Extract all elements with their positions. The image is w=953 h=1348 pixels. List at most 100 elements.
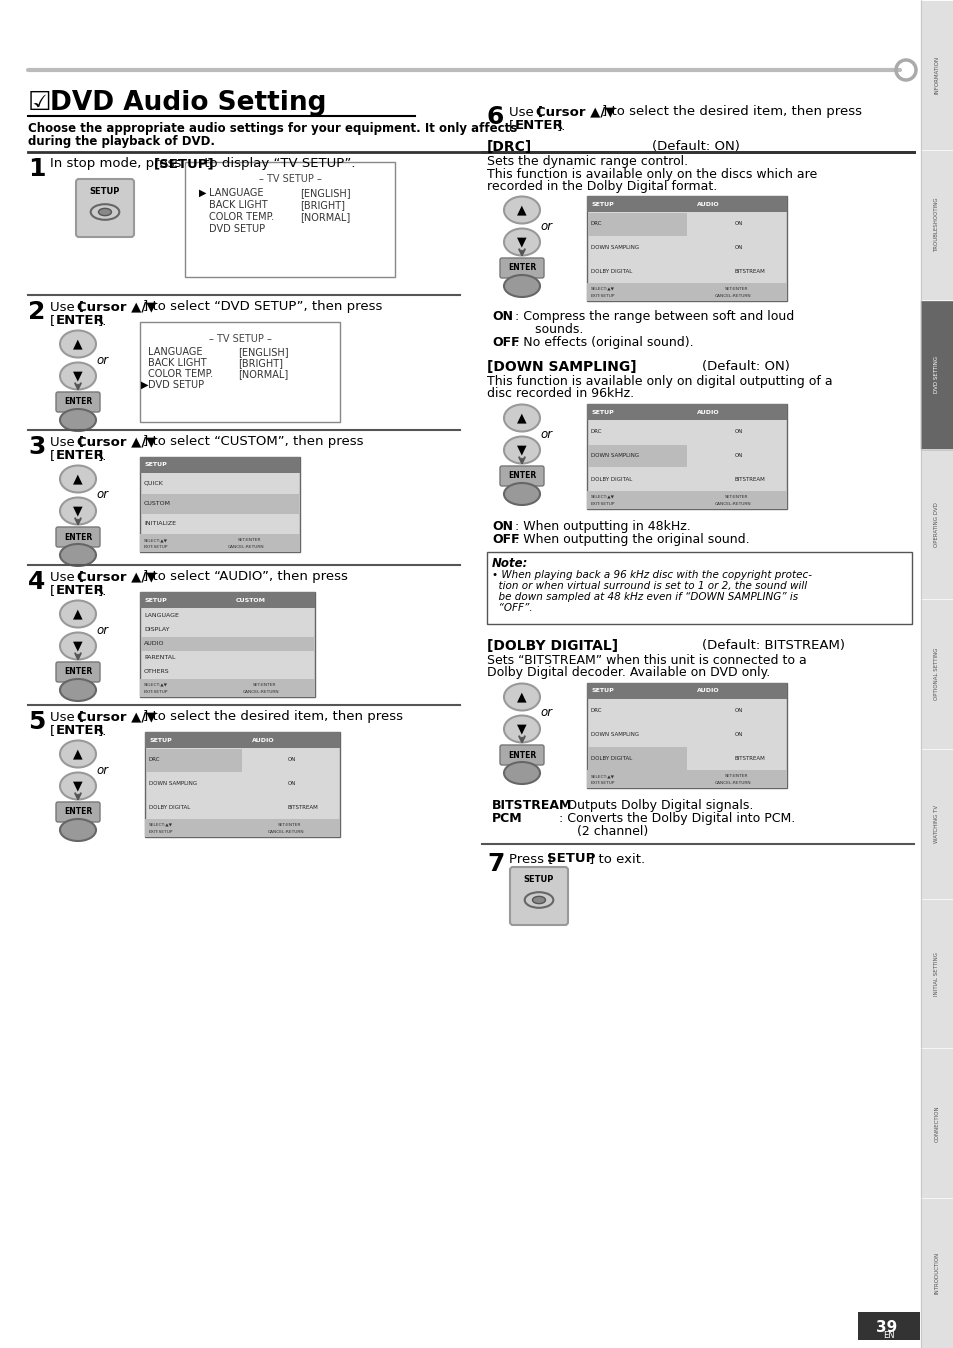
Text: ▲: ▲ bbox=[517, 690, 526, 704]
Bar bbox=[145, 820, 339, 837]
Text: INITIALIZE: INITIALIZE bbox=[144, 522, 175, 526]
Bar bbox=[920, 1049, 953, 1198]
Text: ▶: ▶ bbox=[141, 380, 149, 390]
Text: [: [ bbox=[509, 119, 514, 132]
Text: OPTIONAL SETTING: OPTIONAL SETTING bbox=[934, 648, 939, 700]
Text: SETUP: SETUP bbox=[523, 875, 554, 884]
Text: CANCEL:RETURN: CANCEL:RETURN bbox=[714, 780, 751, 785]
Text: [NORMAL]: [NORMAL] bbox=[299, 212, 350, 222]
Text: WATCHING TV: WATCHING TV bbox=[934, 805, 939, 842]
Text: SET:ENTER: SET:ENTER bbox=[253, 683, 276, 687]
Text: BITSTREAM: BITSTREAM bbox=[492, 799, 572, 811]
Text: 3: 3 bbox=[28, 435, 46, 460]
Text: [SETUP]: [SETUP] bbox=[153, 156, 214, 170]
Text: “OFF”.: “OFF”. bbox=[492, 603, 532, 613]
Text: DOLBY DIGITAL: DOLBY DIGITAL bbox=[590, 756, 632, 760]
Bar bbox=[586, 283, 786, 301]
Bar bbox=[587, 445, 686, 468]
Text: LANGUAGE: LANGUAGE bbox=[144, 612, 178, 617]
Text: ] to select “CUSTOM”, then press: ] to select “CUSTOM”, then press bbox=[143, 435, 363, 448]
Ellipse shape bbox=[60, 330, 96, 357]
Text: SET:ENTER: SET:ENTER bbox=[724, 287, 748, 291]
Bar bbox=[920, 600, 953, 749]
Text: ▼: ▼ bbox=[517, 723, 526, 736]
Text: or: or bbox=[97, 488, 109, 501]
Text: ▲: ▲ bbox=[73, 748, 83, 760]
Ellipse shape bbox=[98, 209, 112, 216]
Text: (Default: ON): (Default: ON) bbox=[701, 360, 789, 373]
Text: SELECT:▲▼: SELECT:▲▼ bbox=[590, 774, 615, 778]
Text: SETUP: SETUP bbox=[592, 410, 614, 414]
Text: ].: ]. bbox=[98, 584, 108, 597]
Text: [DRC]: [DRC] bbox=[486, 140, 532, 154]
Text: COLOR TEMP.: COLOR TEMP. bbox=[148, 369, 213, 379]
Bar bbox=[140, 679, 314, 697]
Text: DRC: DRC bbox=[590, 429, 602, 434]
Text: Choose the appropriate audio settings for your equipment. It only affects: Choose the appropriate audio settings fo… bbox=[28, 123, 517, 135]
Text: : When outputting in 48kHz.: : When outputting in 48kHz. bbox=[515, 520, 690, 532]
Text: DOWN SAMPLING: DOWN SAMPLING bbox=[590, 453, 639, 458]
Bar bbox=[140, 457, 299, 551]
Bar bbox=[486, 551, 911, 624]
Text: or: or bbox=[540, 427, 553, 441]
Text: or: or bbox=[540, 220, 553, 232]
Text: BITSTREAM: BITSTREAM bbox=[734, 477, 765, 481]
Text: This function is available only on the discs which are: This function is available only on the d… bbox=[486, 168, 817, 181]
Text: BACK LIGHT: BACK LIGHT bbox=[209, 200, 268, 210]
Text: QUICK: QUICK bbox=[144, 481, 164, 485]
Ellipse shape bbox=[60, 363, 96, 390]
Text: ON: ON bbox=[492, 310, 513, 324]
Text: or: or bbox=[97, 353, 109, 367]
Text: CUSTOM: CUSTOM bbox=[144, 501, 171, 506]
Text: Sets the dynamic range control.: Sets the dynamic range control. bbox=[486, 155, 687, 168]
Text: ☑: ☑ bbox=[28, 90, 51, 116]
Text: PCM: PCM bbox=[492, 811, 522, 825]
Ellipse shape bbox=[60, 600, 96, 628]
Text: DOWN SAMPLING: DOWN SAMPLING bbox=[590, 732, 639, 737]
FancyBboxPatch shape bbox=[56, 392, 100, 412]
Text: ENTER: ENTER bbox=[64, 667, 92, 677]
Text: ▲: ▲ bbox=[517, 411, 526, 425]
Text: • When playing back a 96 kHz disc with the copyright protec-: • When playing back a 96 kHz disc with t… bbox=[492, 570, 811, 580]
Text: ON: ON bbox=[288, 758, 296, 763]
Text: SETUP: SETUP bbox=[90, 187, 120, 195]
Text: CUSTOM: CUSTOM bbox=[236, 597, 266, 603]
Text: ENTER: ENTER bbox=[64, 532, 92, 542]
Text: OPERATING DVD: OPERATING DVD bbox=[934, 501, 939, 547]
Text: SELECT:▲▼: SELECT:▲▼ bbox=[590, 287, 615, 291]
Text: SELECT:▲▼: SELECT:▲▼ bbox=[149, 824, 172, 828]
Text: : No effects (original sound).: : No effects (original sound). bbox=[515, 336, 693, 349]
Text: or: or bbox=[97, 763, 109, 776]
Text: ▲: ▲ bbox=[73, 337, 83, 350]
Text: ▲: ▲ bbox=[517, 204, 526, 217]
Text: Cursor ▲/▼: Cursor ▲/▼ bbox=[77, 570, 156, 582]
Text: [DOLBY DIGITAL]: [DOLBY DIGITAL] bbox=[486, 639, 618, 652]
Text: ▲: ▲ bbox=[73, 473, 83, 485]
Text: ENTER: ENTER bbox=[56, 449, 105, 462]
Text: CONNECTION: CONNECTION bbox=[934, 1105, 939, 1142]
Text: EXIT:SETUP: EXIT:SETUP bbox=[144, 690, 169, 694]
Text: : Compress the range between soft and loud: : Compress the range between soft and lo… bbox=[515, 310, 794, 324]
FancyBboxPatch shape bbox=[56, 527, 100, 547]
Bar bbox=[586, 404, 786, 510]
Bar bbox=[140, 592, 314, 608]
Ellipse shape bbox=[60, 679, 96, 701]
Text: ENTER: ENTER bbox=[507, 751, 536, 759]
Text: ON: ON bbox=[734, 708, 742, 713]
Text: AUDIO: AUDIO bbox=[697, 410, 719, 414]
Text: This function is available only on digital outputting of a: This function is available only on digit… bbox=[486, 375, 832, 388]
Text: LANGUAGE: LANGUAGE bbox=[148, 346, 202, 357]
Bar bbox=[586, 404, 786, 421]
Text: ▼: ▼ bbox=[73, 504, 83, 518]
Text: Use [: Use [ bbox=[509, 105, 542, 119]
FancyBboxPatch shape bbox=[56, 802, 100, 822]
Text: SETUP: SETUP bbox=[145, 462, 168, 468]
Bar bbox=[920, 1198, 953, 1348]
Text: ▼: ▼ bbox=[517, 236, 526, 248]
Text: 39: 39 bbox=[875, 1320, 897, 1335]
Bar bbox=[185, 162, 395, 276]
Text: INTRODUCTION: INTRODUCTION bbox=[934, 1252, 939, 1294]
Text: sounds.: sounds. bbox=[526, 324, 583, 336]
Text: ] to select “DVD SETUP”, then press: ] to select “DVD SETUP”, then press bbox=[143, 301, 382, 313]
Text: OFF: OFF bbox=[492, 336, 519, 349]
